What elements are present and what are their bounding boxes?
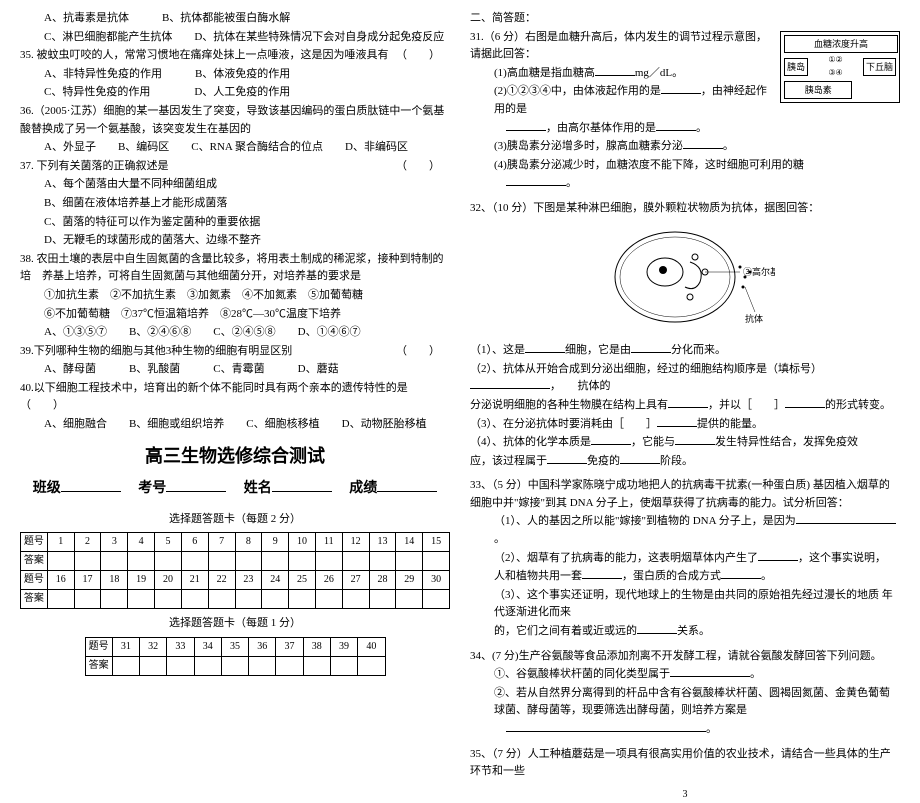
q36-c: C、RNA 聚合酶结合的位点 xyxy=(191,141,323,153)
q37-d: D、无鞭毛的球菌形成的菌落大、边缘不整齐 xyxy=(20,232,450,250)
q37-c: C、菌落的特征可以作为鉴定菌种的重要依据 xyxy=(20,214,450,232)
q36-a: A、外显子 xyxy=(44,141,96,153)
q39-d: D、蘑菇 xyxy=(298,363,339,375)
q34-opt-a: A、抗毒素是抗体 xyxy=(44,12,129,24)
q38-a: A、①③⑤⑦ xyxy=(44,326,107,338)
q34-text: 34、(7 分)生产谷氨酸等食品添加剂离不开发酵工程，请就谷氨酸发酵回答下列问题… xyxy=(470,648,900,666)
section-2-title: 二、简答题： xyxy=(470,10,900,28)
q34-opt-b: B、抗体都能被蛋白酶水解 xyxy=(162,12,290,24)
answer-table-1pt: 题号31323334353637383940 答案 xyxy=(85,637,386,676)
q34-opt-d: D、抗体在某些特殊情况下会对自身成分起免疫反应 xyxy=(194,31,444,43)
q35-d: D、人工免疫的作用 xyxy=(194,86,290,98)
q33-1: （1）、人的基因之所以能"嫁接"到植物的 DNA 分子上，是因为 xyxy=(494,515,796,527)
q32-4: （4）、抗体的化学本质是 xyxy=(470,436,591,448)
paren: ） xyxy=(31,399,64,411)
q40-text: 40.以下细胞工程技术中，培育出的新个体不能同时具有两个亲本的遗传特性的是（ xyxy=(20,382,408,412)
q39-c: C、青霉菌 xyxy=(213,363,264,375)
q31-2: (2)①②③④中，由体液起作用的是 xyxy=(494,85,661,97)
q35-b: B、体液免疫的作用 xyxy=(195,68,290,80)
q36-b: B、编码区 xyxy=(118,141,169,153)
paren: （ ） xyxy=(396,343,440,361)
q38-text: 38. 农田土壤的表层中自生固氮菌的含量比较多，将用表土制成的稀泥浆，接种到特制… xyxy=(20,251,450,286)
q33-2: （2）、烟草有了抗病毒的能力，这表明烟草体内产生了 xyxy=(494,552,758,564)
q40-c: C、细胞核移植 xyxy=(246,418,319,430)
table1-title: 选择题答题卡（每题 1 分） xyxy=(20,615,450,633)
table2-title: 选择题答题卡（每题 2 分） xyxy=(20,511,450,529)
exam-title: 高三生物选修综合测试 xyxy=(20,442,450,471)
answer-table-2pt: 题号123456789101112131415 答案 题号16171819202… xyxy=(20,532,450,609)
blood-sugar-diagram: 血糖浓度升高 胰岛 ①②③④ 下丘脑 胰岛素 xyxy=(780,31,900,103)
q34-opt-c: C、淋巴细胞都能产生抗体 xyxy=(44,31,172,43)
page-number: 3 xyxy=(470,787,900,803)
q32-2: （2）、抗体从开始合成到分泌出细胞，经过的细胞结构顺序是（填标号） xyxy=(470,363,822,375)
cell-diagram: ③高尔基体 抗体 xyxy=(470,222,900,339)
q31-1: (1)高血糖是指血糖高 xyxy=(494,67,595,79)
q38-d: D、①④⑥⑦ xyxy=(298,326,361,338)
svg-text:抗体: 抗体 xyxy=(745,313,763,324)
q34-2: ②、若从自然界分离得到的杆品中含有谷氨酸棒状杆菌、圆褐固氮菌、金黄色葡萄球菌、酵… xyxy=(470,685,900,720)
q39-b: B、乳酸菌 xyxy=(129,363,180,375)
q35-a: A、非特异性免疫的作用 xyxy=(44,68,162,80)
svg-text:③高尔基体: ③高尔基体 xyxy=(743,266,775,277)
q36-d: D、非编码区 xyxy=(345,141,408,153)
q35-text: 35. 被蚊虫叮咬的人，常常习惯地在痛痒处抹上一点唾液，这是因为唾液具有 xyxy=(20,49,389,61)
q31-4: (4)胰岛素分泌减少时，血糖浓度不能下降，这时细胞可利用的糖 xyxy=(494,159,804,171)
q35r-text: 35、（7 分）人工种植蘑菇是一项具有很高实用价值的农业技术，请结合一些具体的生… xyxy=(470,746,900,781)
q39-a: A、酵母菌 xyxy=(44,363,96,375)
q32-text: 32、（10 分）下图是某种淋巴细胞，膜外颗粒状物质为抗体，据图回答： xyxy=(470,200,900,218)
q33-text: 33、（5 分）中国科学家陈晓宁成功地把人的抗病毒干扰素(一种蛋白质) 基因植入… xyxy=(470,477,900,512)
paren: （ ） xyxy=(396,47,440,65)
q32-1: （1）、这是 xyxy=(470,344,525,356)
q33-3: （3）、这个事实还证明，现代地球上的生物是由共同的原始祖先经过漫长的地质 年代逐… xyxy=(470,587,900,622)
form-line: 班级 考号 姓名 成绩 xyxy=(20,478,450,500)
q38-c: C、②④⑤⑧ xyxy=(213,326,275,338)
q31-3: (3)胰岛素分泌增多时，腺高血糖素分泌 xyxy=(494,140,683,152)
q38-b: B、②④⑥⑧ xyxy=(129,326,191,338)
q40-d: D、动物胚胎移植 xyxy=(342,418,427,430)
q35-c: C、特异性免疫的作用 xyxy=(44,86,150,98)
q40-b: B、细胞或组织培养 xyxy=(129,418,224,430)
q36-text: 36.（2005·江苏）细胞的某一基因发生了突变，导致该基因编码的蛋白质肽链中一… xyxy=(20,103,450,138)
q37-text: 37. 下列有关菌落的正确叙述是 xyxy=(20,160,169,172)
q38-opts1: ①加抗生素 ②不加抗生素 ③加氮素 ④不加氮素 ⑤加葡萄糖 xyxy=(20,287,450,305)
q37-a: A、每个菌落由大量不同种细菌组成 xyxy=(20,176,450,194)
q37-b: B、细菌在液体培养基上才能形成菌落 xyxy=(20,195,450,213)
paren: （ ） xyxy=(396,158,440,176)
q39-text: 39.下列哪种生物的细胞与其他3种生物的细胞有明显区别 xyxy=(20,345,292,357)
q32-3: （3）、在分泌抗体时要消耗由［ ］ xyxy=(470,418,657,430)
q38-opts2: ⑥不加葡萄糖 ⑦37℃恒温箱培养 ⑧28℃—30℃温度下培养 xyxy=(20,306,450,324)
q40-a: A、细胞融合 xyxy=(44,418,107,430)
q34-1: ①、谷氨酸棒状杆菌的同化类型属于 xyxy=(494,668,670,680)
